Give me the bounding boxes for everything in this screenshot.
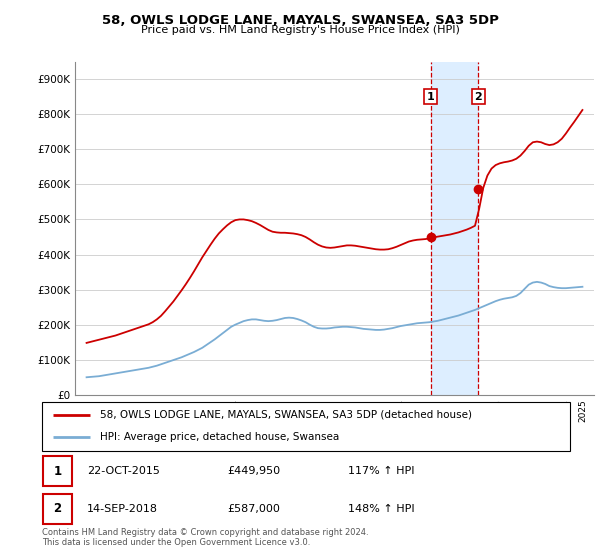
Text: 1: 1	[53, 465, 62, 478]
Text: 148% ↑ HPI: 148% ↑ HPI	[348, 504, 415, 514]
Text: 1: 1	[427, 92, 434, 101]
Text: Contains HM Land Registry data © Crown copyright and database right 2024.
This d: Contains HM Land Registry data © Crown c…	[42, 528, 368, 547]
Text: 22-OCT-2015: 22-OCT-2015	[87, 466, 160, 476]
Text: 117% ↑ HPI: 117% ↑ HPI	[348, 466, 415, 476]
Bar	[431, 62, 478, 395]
Text: 58, OWLS LODGE LANE, MAYALS, SWANSEA, SA3 5DP: 58, OWLS LODGE LANE, MAYALS, SWANSEA, SA…	[101, 14, 499, 27]
Text: £587,000: £587,000	[227, 504, 280, 514]
Text: £449,950: £449,950	[227, 466, 280, 476]
Text: 2: 2	[53, 502, 62, 515]
Text: Price paid vs. HM Land Registry's House Price Index (HPI): Price paid vs. HM Land Registry's House …	[140, 25, 460, 35]
Bar	[43, 456, 72, 486]
Text: HPI: Average price, detached house, Swansea: HPI: Average price, detached house, Swan…	[100, 432, 340, 442]
Text: 58, OWLS LODGE LANE, MAYALS, SWANSEA, SA3 5DP (detached house): 58, OWLS LODGE LANE, MAYALS, SWANSEA, SA…	[100, 410, 472, 420]
Bar	[43, 494, 72, 524]
Text: 14-SEP-2018: 14-SEP-2018	[87, 504, 158, 514]
Text: 2: 2	[475, 92, 482, 101]
